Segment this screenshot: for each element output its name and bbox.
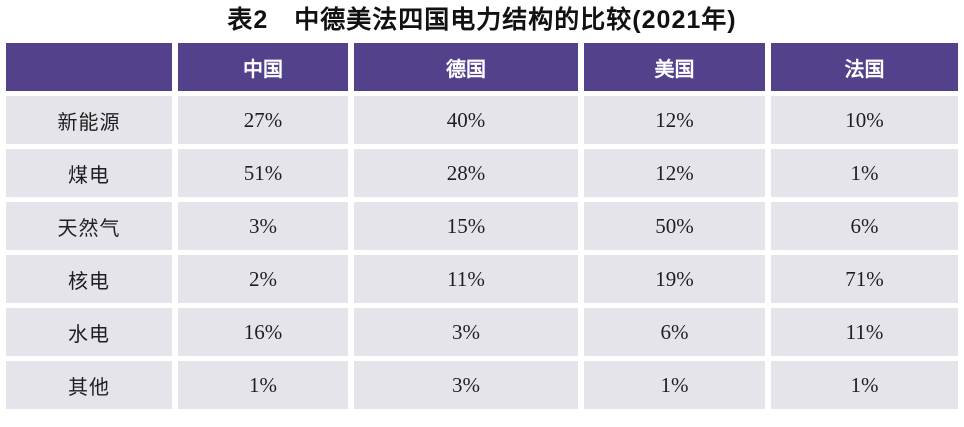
col-header-germany: 德国 — [354, 43, 578, 91]
table-cell: 15% — [354, 202, 578, 250]
table-cell: 16% — [178, 308, 348, 356]
table-cell: 10% — [771, 96, 958, 144]
table-cell: 3% — [354, 308, 578, 356]
row-label: 新能源 — [6, 96, 172, 144]
table-cell: 40% — [354, 96, 578, 144]
row-label: 核电 — [6, 255, 172, 303]
table-cell: 11% — [771, 308, 958, 356]
row-label: 煤电 — [6, 149, 172, 197]
col-header-blank — [6, 43, 172, 91]
table-cell: 19% — [584, 255, 765, 303]
table-cell: 6% — [771, 202, 958, 250]
table-cell: 1% — [584, 361, 765, 409]
table-row-nuclear: 核电 2% 11% 19% 71% — [6, 255, 958, 303]
table-cell: 3% — [354, 361, 578, 409]
table-cell: 1% — [178, 361, 348, 409]
table-cell: 1% — [771, 149, 958, 197]
table-title: 表2 中德美法四国电力结构的比较(2021年) — [227, 6, 737, 34]
table-cell: 12% — [584, 96, 765, 144]
table-cell: 2% — [178, 255, 348, 303]
table-cell: 27% — [178, 96, 348, 144]
table-row-other: 其他 1% 3% 1% 1% — [6, 361, 958, 409]
table-cell: 71% — [771, 255, 958, 303]
table-cell: 3% — [178, 202, 348, 250]
row-label: 其他 — [6, 361, 172, 409]
table-row-natural-gas: 天然气 3% 15% 50% 6% — [6, 202, 958, 250]
table-cell: 11% — [354, 255, 578, 303]
col-header-china: 中国 — [178, 43, 348, 91]
table-cell: 28% — [354, 149, 578, 197]
table-row-hydro: 水电 16% 3% 6% 11% — [6, 308, 958, 356]
col-header-france: 法国 — [771, 43, 958, 91]
power-structure-table: 中国 德国 美国 法国 新能源 27% 40% 12% 10% 煤电 51% 2… — [0, 38, 964, 414]
table-cell: 51% — [178, 149, 348, 197]
col-header-usa: 美国 — [584, 43, 765, 91]
table-cell: 50% — [584, 202, 765, 250]
table-cell: 6% — [584, 308, 765, 356]
header-row: 中国 德国 美国 法国 — [6, 43, 958, 91]
row-label: 天然气 — [6, 202, 172, 250]
table-row-new-energy: 新能源 27% 40% 12% 10% — [6, 96, 958, 144]
row-label: 水电 — [6, 308, 172, 356]
table-cell: 1% — [771, 361, 958, 409]
table-cell: 12% — [584, 149, 765, 197]
table-row-coal: 煤电 51% 28% 12% 1% — [6, 149, 958, 197]
